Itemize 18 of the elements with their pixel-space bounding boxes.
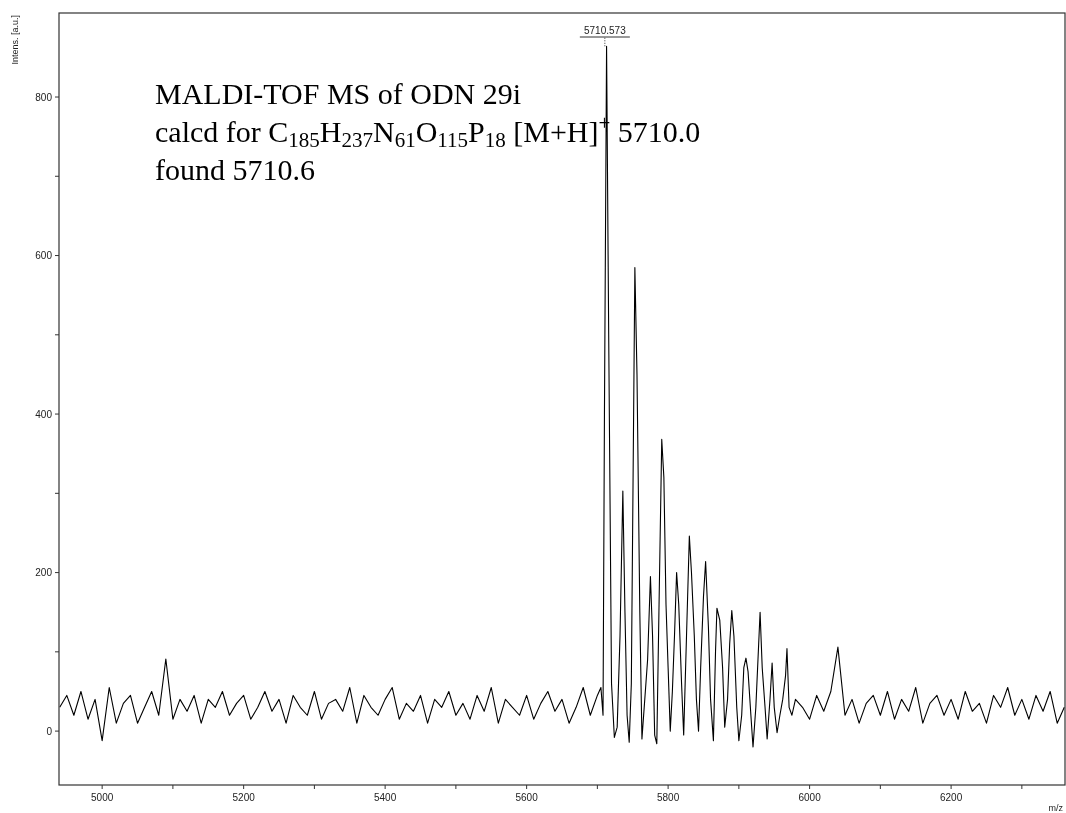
y-tick-label: 400	[35, 408, 53, 420]
x-tick-label: 6200	[939, 792, 963, 803]
x-tick-label: 5200	[232, 792, 256, 803]
y-tick-label: 0	[46, 725, 53, 737]
line-series	[59, 45, 1065, 748]
x-tick-label: 5800	[656, 792, 680, 803]
x-tick-label: 5000	[91, 792, 114, 803]
x-axis-title: m/z	[1048, 803, 1064, 813]
y-tick-label: 600	[35, 250, 53, 262]
x-tick-label: 6000	[798, 792, 822, 803]
annotation: MALDI-TOF MS of ODN 29i	[155, 77, 522, 110]
y-tick-label: 200	[35, 567, 53, 579]
annotation: 5710.573	[583, 25, 627, 36]
annotation: found 5710.6	[155, 153, 315, 186]
y-axis-title: Intens. [a.u.]	[10, 15, 20, 65]
x-tick-label: 5600	[515, 792, 539, 803]
y-tick-label: 800	[35, 91, 53, 103]
x-tick-label: 5400	[374, 792, 397, 803]
